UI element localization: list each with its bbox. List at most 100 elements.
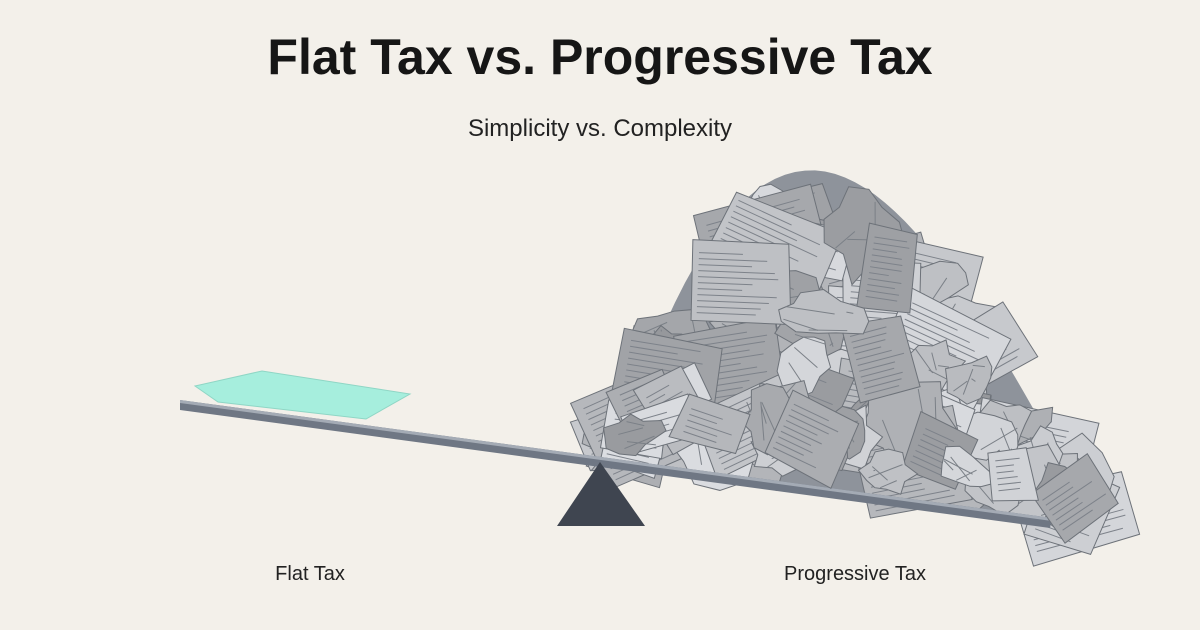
form-line [697, 300, 769, 304]
form-line [865, 295, 898, 302]
crease [1000, 427, 1011, 452]
form-line [912, 455, 943, 470]
form-line [684, 331, 748, 343]
form-line [860, 367, 895, 378]
form-line [907, 313, 970, 344]
sheet [668, 393, 751, 455]
subtitle: Simplicity vs. Complexity [468, 115, 732, 142]
form-line [1052, 497, 1079, 516]
crease [881, 419, 896, 452]
paper [776, 333, 834, 400]
form-line [1058, 493, 1107, 526]
form-line [996, 470, 1014, 474]
sheet [1030, 452, 1119, 544]
sheet [856, 222, 918, 314]
form-line [862, 371, 903, 384]
form-line [772, 447, 817, 469]
form-line [689, 413, 718, 425]
form-line [854, 346, 882, 355]
form-line [793, 403, 829, 422]
paper [840, 315, 921, 404]
form-line [697, 294, 777, 299]
crease [977, 484, 994, 504]
form-line [698, 258, 768, 262]
crease [953, 380, 968, 392]
form-line [859, 361, 896, 372]
form-line [997, 481, 1022, 486]
form-line [687, 419, 732, 436]
crease [943, 458, 973, 475]
form-line [873, 242, 910, 249]
crease [868, 464, 903, 479]
flat-tax-sheet [193, 370, 412, 420]
crease [626, 441, 656, 446]
paper [987, 447, 1039, 502]
form-line [629, 345, 678, 355]
form-line [780, 430, 812, 446]
paper [690, 239, 792, 326]
form-line [868, 278, 902, 285]
crumpled-paper [940, 445, 993, 488]
form-line [1042, 481, 1070, 501]
paper [940, 445, 993, 488]
form-line [698, 264, 753, 268]
form-line [685, 425, 718, 437]
form-line [867, 283, 895, 290]
paper [857, 448, 919, 495]
crease [808, 329, 848, 332]
form-line [785, 419, 818, 436]
title: Flat Tax vs. Progressive Tax [267, 29, 932, 85]
crease [794, 333, 826, 345]
form-line [775, 441, 804, 456]
crease [943, 460, 954, 471]
form-line [1055, 501, 1083, 521]
crease [938, 365, 949, 368]
paper [668, 393, 751, 455]
crease [955, 469, 977, 481]
form-line [783, 425, 822, 445]
form-line [904, 318, 975, 352]
crease [950, 456, 971, 482]
form-line [870, 260, 903, 266]
crease [846, 311, 854, 314]
form-line [698, 270, 775, 275]
form-line [698, 276, 779, 281]
crease [835, 231, 856, 249]
crease [932, 277, 948, 299]
crease [783, 318, 819, 331]
form-line [851, 332, 887, 343]
form-line [735, 205, 821, 246]
form-line [738, 199, 792, 226]
form-line [856, 349, 892, 361]
paper [944, 355, 993, 405]
crease [760, 401, 765, 441]
form-line [922, 433, 949, 446]
form-line [697, 288, 743, 291]
form-line [791, 409, 839, 433]
crease [785, 306, 835, 315]
crease [788, 362, 803, 384]
paper [856, 222, 918, 314]
form-line [697, 282, 753, 286]
form-line [629, 351, 703, 365]
form-line [1062, 509, 1093, 531]
crease [880, 480, 897, 489]
form-line [691, 408, 723, 420]
form-line [1045, 486, 1074, 506]
form-line [730, 216, 818, 258]
form-line [628, 357, 685, 368]
fulcrum [557, 462, 645, 526]
crease [971, 378, 976, 382]
form-line [866, 289, 900, 296]
crease [794, 346, 818, 369]
form-line [863, 378, 902, 390]
paper [778, 289, 870, 335]
form-line [995, 464, 1014, 468]
form-line [917, 444, 947, 459]
form-line [909, 307, 958, 331]
form-line [683, 430, 717, 443]
crumpled-paper [603, 413, 667, 457]
form-line [699, 252, 743, 255]
form-line [874, 236, 908, 243]
